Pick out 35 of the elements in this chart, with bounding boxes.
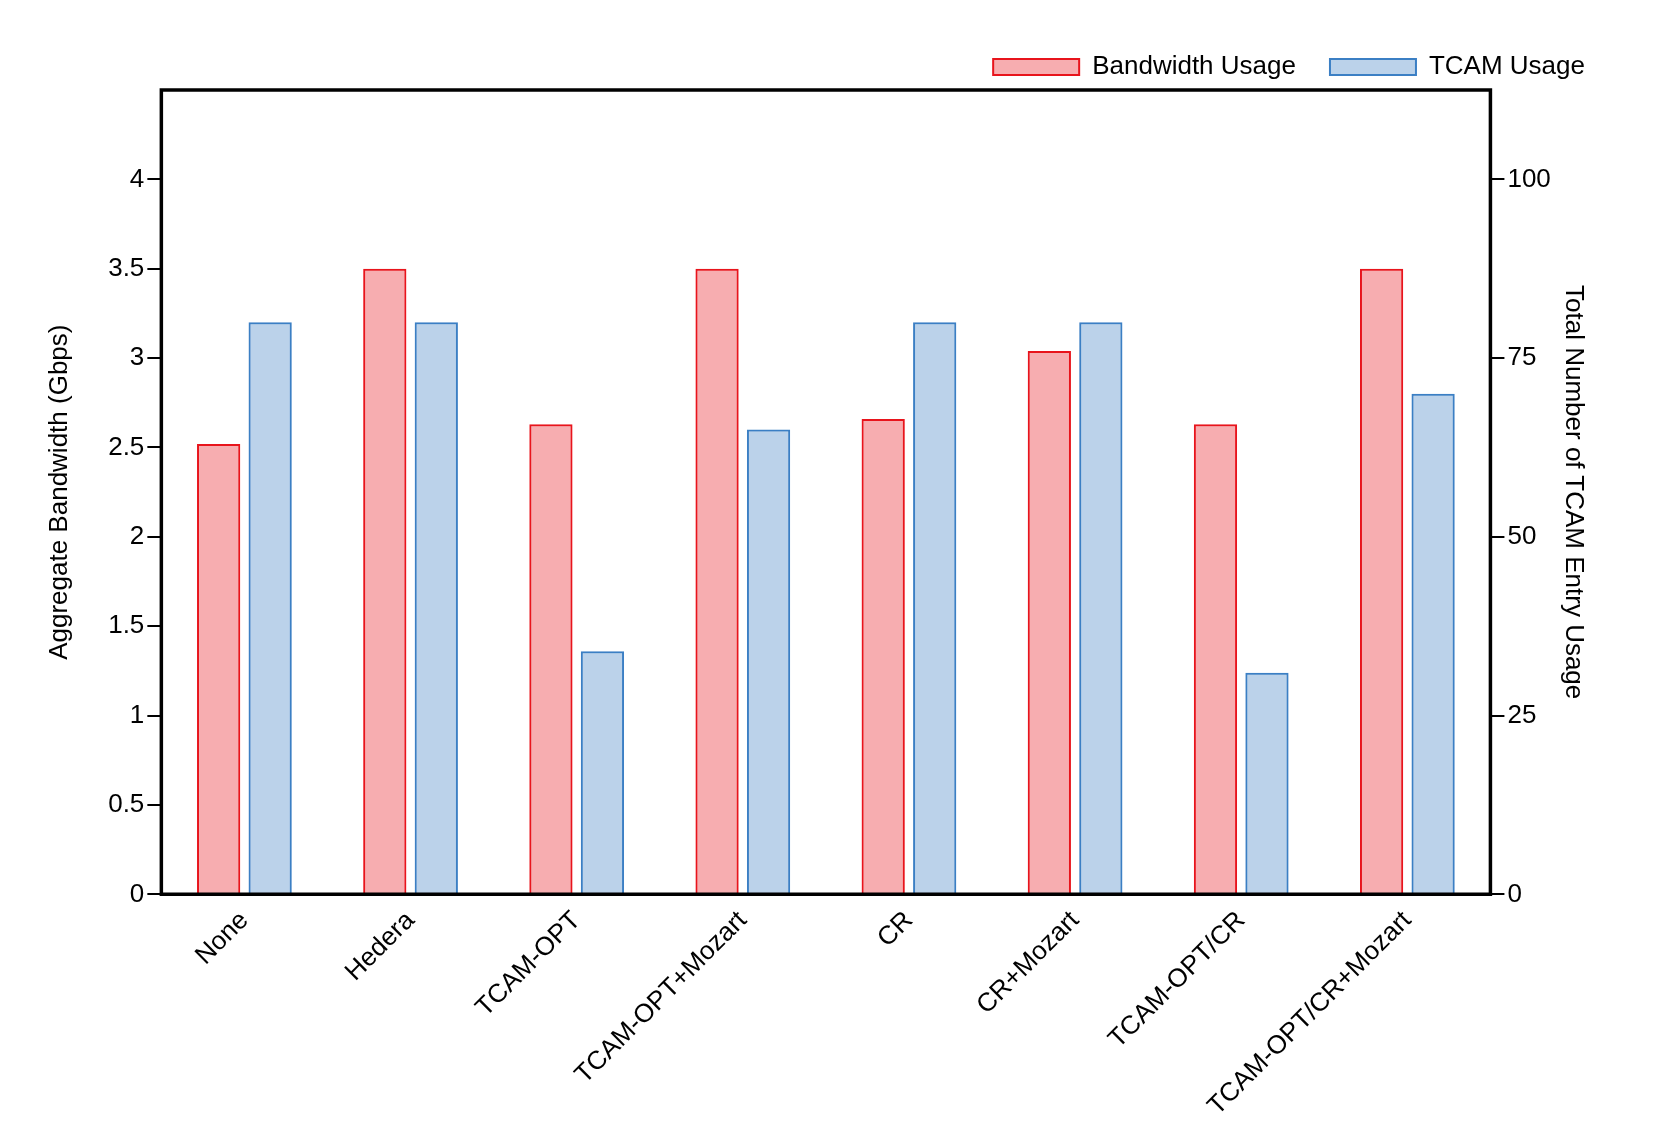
bar [197, 443, 241, 894]
y2-axis-title: Total Number of TCAM Entry Usage [1560, 285, 1591, 700]
bar [913, 322, 957, 894]
bar [746, 429, 791, 894]
x-tick-label: CR [870, 904, 919, 953]
y-tick-label: 2.5 [108, 430, 145, 461]
y2-tick-label: 75 [1507, 341, 1537, 372]
bar [414, 322, 458, 894]
bar [695, 268, 739, 894]
legend-label: TCAM Usage [1428, 50, 1586, 81]
bar [1359, 268, 1404, 894]
bar [1411, 393, 1455, 894]
y2-tick-label: 50 [1507, 520, 1537, 551]
y-tick-label: 0 [129, 877, 145, 908]
bar [363, 268, 407, 894]
y-tick-label: 2 [129, 520, 145, 551]
bar [861, 418, 905, 894]
bar [1027, 350, 1071, 894]
bar [1193, 424, 1238, 894]
y-tick-label: 3 [129, 341, 145, 372]
y2-tick-label: 100 [1507, 162, 1551, 193]
y-tick-label: 1.5 [108, 609, 145, 640]
y-tick-label: 4 [129, 162, 145, 193]
y-tick-label: 3.5 [108, 251, 145, 282]
bar [248, 322, 292, 894]
y2-tick-label: 0 [1507, 877, 1522, 908]
bar [1079, 322, 1123, 894]
y-tick-label: 1 [129, 698, 145, 729]
bar [529, 424, 573, 894]
y-axis-title: Aggregate Bandwidth (Gbps) [42, 324, 73, 660]
y2-tick-label: 25 [1507, 698, 1537, 729]
y-tick-label: 0.5 [108, 788, 145, 819]
bar [1245, 672, 1289, 894]
bar [580, 651, 625, 894]
legend-label: Bandwidth Usage [1092, 50, 1296, 81]
